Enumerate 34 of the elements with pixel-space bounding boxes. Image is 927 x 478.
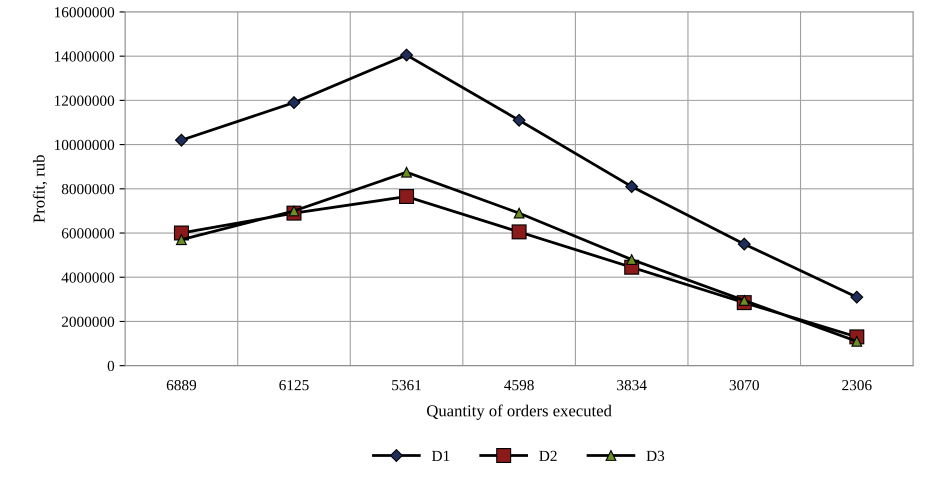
x-tick-label: 6125 [279,380,309,390]
point [850,290,864,304]
x-tick-label: 3070 [730,380,759,390]
point [288,96,300,110]
x-tick-label: 5361 [392,380,421,390]
point [625,180,638,194]
legend-label: D3 [646,450,664,462]
legend-label: D1 [432,450,450,461]
point [400,48,414,62]
y-axis-title: Profit, rub [32,155,48,223]
y-tick-label: 8000000 [62,184,114,194]
point [401,166,412,178]
y-tick-label: 6000000 [62,228,114,238]
point [176,234,187,246]
point [738,238,751,251]
x-tick-label: 3834 [617,380,647,390]
y-tick-label: 12000000 [54,96,114,106]
point [512,224,527,240]
legend-label: D2 [539,450,557,461]
point [514,208,525,219]
y-tick-label: 0 [108,360,114,372]
x-axis-title: Quantity of orders executed [427,404,612,420]
point [174,134,188,147]
x-tick-label: 6889 [166,380,196,390]
x-tick-label: 2306 [842,380,872,390]
y-tick-label: 14000000 [54,51,114,62]
y-tick-label: 4000000 [62,272,114,283]
y-tick-label: 16000000 [54,7,114,18]
point [512,114,526,127]
y-tick-label: 2000000 [62,316,114,327]
point [626,254,638,265]
point [399,189,414,204]
y-tick-label: 10000000 [54,140,114,150]
x-tick-label: 4598 [504,380,534,390]
